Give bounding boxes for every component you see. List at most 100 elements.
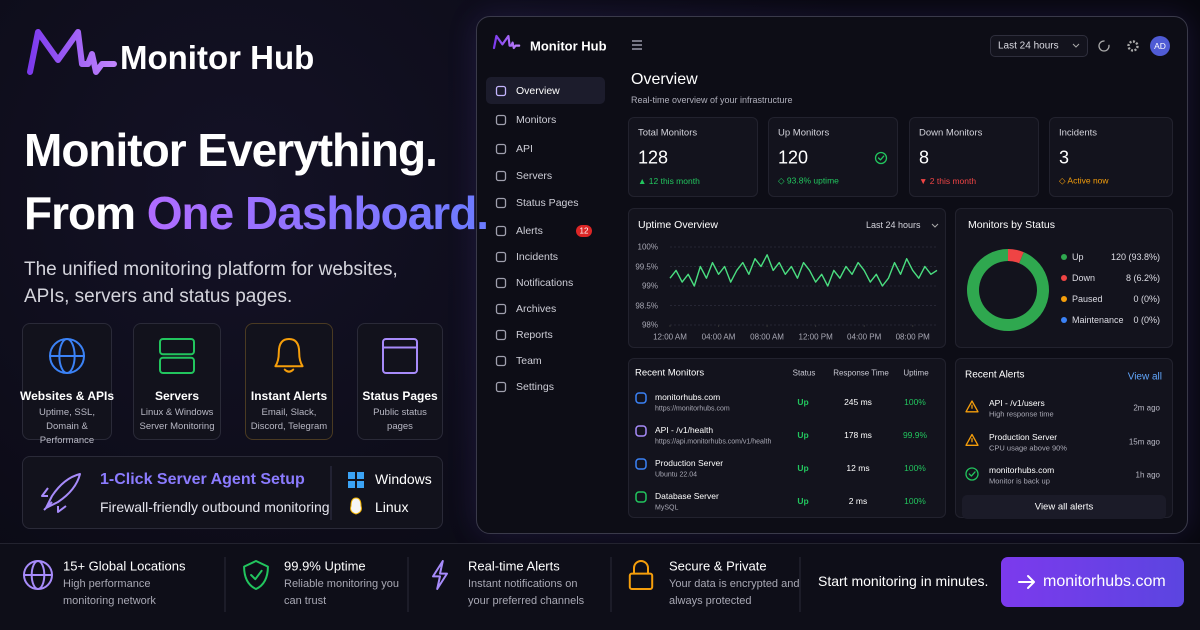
- footer-title: Real-time Alerts: [468, 558, 560, 574]
- alerts-title: Recent Alerts: [965, 369, 1025, 381]
- column-header: Status: [792, 368, 816, 378]
- x-tick-label: 04:00 AM: [701, 332, 736, 342]
- page-title: Overview: [631, 71, 698, 88]
- stat-note: ◇ 93.8% uptime: [778, 175, 839, 186]
- logo-mark: [27, 29, 117, 75]
- nav-item: Reports: [516, 329, 553, 341]
- legend-label: Maintenance: [1072, 315, 1124, 325]
- nav-item: Notifications: [516, 277, 574, 289]
- nav-item: Team: [516, 355, 542, 367]
- footer-description: Instant notifications on your preferred …: [468, 578, 585, 607]
- alert-title: monitorhubs.com: [989, 465, 1055, 475]
- hero-line1: Monitor Everything.: [24, 124, 438, 176]
- x-tick-label: 12:00 PM: [798, 332, 833, 342]
- alert-time: 1h ago: [1135, 470, 1160, 480]
- time-range: Last 24 hours: [998, 40, 1059, 52]
- feature-description: Public status pages: [373, 407, 427, 432]
- y-tick-label: 99.5%: [635, 262, 658, 271]
- platform: Windows: [375, 471, 432, 487]
- monitor-status: Up: [797, 496, 809, 506]
- legend-value: 0 (0%): [1133, 315, 1160, 325]
- stat-note: ▲ 12 this month: [638, 176, 700, 186]
- monitor-response: 12 ms: [846, 463, 870, 473]
- chart-title: Monitors by Status: [968, 219, 1055, 231]
- hero-line2-start: From: [24, 187, 136, 239]
- stat-value: 3: [1059, 147, 1070, 168]
- monitor-detail: Ubuntu 22.04: [655, 471, 698, 479]
- monitor-response: 245 ms: [844, 397, 872, 407]
- footer-description: High performance monitoring network: [63, 578, 156, 607]
- legend-value: 120 (93.8%): [1110, 252, 1160, 262]
- feature-description: Uptime, SSL, Domain & Performance: [39, 407, 95, 446]
- monitor-detail: https://monitorhubs.com: [655, 405, 730, 413]
- page-subtitle: Real-time overview of your infrastructur…: [631, 95, 793, 105]
- table-title: Recent Monitors: [635, 367, 705, 379]
- agent-card: [22, 456, 443, 529]
- hero-line2-highlight: One Dashboard.: [146, 187, 489, 239]
- footer-bar: [0, 543, 1200, 630]
- alert-title: API - /v1/users: [989, 398, 1045, 408]
- app-name: Monitor Hub: [530, 38, 607, 54]
- monitor-detail: https://api.monitorhubs.com/v1/health: [655, 438, 772, 446]
- stat-value: 128: [638, 147, 669, 168]
- alerts-button-label: View all alerts: [1034, 501, 1094, 513]
- monitor-status: Up: [797, 397, 809, 407]
- legend-value: 0 (0%): [1133, 294, 1160, 304]
- range-select: [990, 35, 1088, 57]
- monitor-name: API - /v1/health: [655, 425, 714, 435]
- y-tick-label: 99%: [641, 281, 658, 291]
- chart-range: Last 24 hours: [866, 220, 921, 230]
- footer-description: Reliable monitoring you can trust: [284, 578, 399, 607]
- cta-button-label: monitorhubs.com: [1043, 573, 1166, 590]
- monitor-uptime: 100%: [904, 496, 926, 506]
- nav-item: Monitors: [516, 114, 557, 126]
- feature-title: Servers: [154, 389, 200, 403]
- hero-line2: From One Dashboard.: [24, 186, 489, 240]
- alerts-link[interactable]: View all: [1127, 371, 1162, 383]
- column-header: Response Time: [833, 368, 889, 378]
- feature-description: Email, Slack, Discord, Telegram: [250, 407, 328, 432]
- monitor-name: monitorhubs.com: [655, 392, 721, 402]
- x-tick-label: 08:00 PM: [895, 332, 930, 342]
- footer-title: 15+ Global Locations: [63, 558, 186, 574]
- chart-title: Uptime Overview: [638, 219, 718, 231]
- monitor-uptime: 100%: [904, 463, 926, 473]
- nav-item: Overview: [516, 85, 560, 97]
- stat-value: 120: [778, 147, 809, 168]
- nav-badge-count: 12: [579, 226, 589, 236]
- card: [628, 117, 758, 197]
- alerts-button[interactable]: [962, 495, 1166, 519]
- card: [909, 117, 1039, 197]
- y-tick-label: 98.5%: [635, 301, 658, 310]
- monitor-status: Up: [797, 463, 809, 473]
- stat-label: Up Monitors: [778, 127, 830, 139]
- nav-item: Incidents: [516, 251, 559, 263]
- card: [1049, 117, 1173, 197]
- column-header: Uptime: [903, 368, 929, 378]
- feature-title: Websites & APIs: [19, 389, 115, 403]
- monitor-response: 2 ms: [848, 496, 868, 506]
- brand-name: Monitor Hub: [120, 39, 315, 76]
- nav-item: API: [516, 143, 533, 155]
- card: [955, 358, 1173, 518]
- monitor-uptime: 99.9%: [902, 430, 928, 440]
- y-tick-label: 100%: [637, 242, 658, 252]
- monitor-response: 178 ms: [844, 430, 872, 440]
- stat-label: Incidents: [1059, 127, 1098, 139]
- agent-description: Firewall-friendly outbound monitoring: [100, 499, 330, 515]
- nav-item: Servers: [516, 170, 553, 182]
- footer-description: Your data is encrypted and always protec…: [669, 578, 800, 607]
- alert-description: High response time: [989, 409, 1054, 419]
- legend-label: Down: [1072, 273, 1096, 283]
- alert-description: Monitor is back up: [989, 476, 1050, 486]
- legend-label: Up: [1072, 252, 1084, 262]
- y-tick-label: 98%: [641, 320, 658, 330]
- avatar-initials: AD: [1154, 41, 1166, 51]
- monitor-status: Up: [797, 430, 809, 440]
- stat-label: Down Monitors: [919, 127, 983, 139]
- nav-item: Settings: [516, 381, 554, 393]
- footer-title: 99.9% Uptime: [284, 558, 366, 574]
- alert-description: CPU usage above 90%: [989, 443, 1067, 452]
- legend-label: Paused: [1072, 294, 1103, 304]
